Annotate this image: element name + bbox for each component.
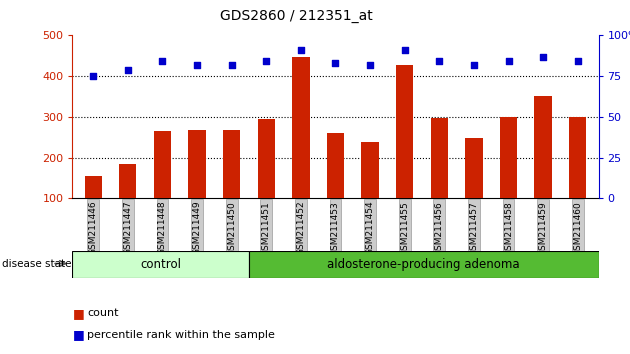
Point — [538, 54, 548, 59]
Point — [158, 59, 168, 64]
Point — [469, 62, 479, 68]
Bar — [396, 65, 413, 198]
Text: GSM211459: GSM211459 — [539, 201, 547, 256]
Text: disease state: disease state — [2, 259, 71, 269]
Bar — [154, 131, 171, 198]
Point — [123, 67, 133, 73]
Text: GSM211455: GSM211455 — [400, 201, 410, 256]
Point — [330, 60, 340, 66]
Point — [261, 59, 272, 64]
Point — [227, 62, 237, 68]
Bar — [258, 119, 275, 198]
Text: control: control — [140, 258, 181, 271]
Point — [296, 47, 306, 53]
Text: GDS2860 / 212351_at: GDS2860 / 212351_at — [220, 9, 372, 23]
Bar — [569, 117, 587, 198]
Text: GSM211446: GSM211446 — [89, 201, 98, 256]
Point — [573, 59, 583, 64]
Text: GSM211449: GSM211449 — [193, 201, 202, 256]
Text: percentile rank within the sample: percentile rank within the sample — [87, 330, 275, 339]
Bar — [249, 251, 598, 278]
Text: aldosterone-producing adenoma: aldosterone-producing adenoma — [328, 258, 520, 271]
Point — [88, 73, 98, 79]
Point — [192, 62, 202, 68]
Text: GSM211451: GSM211451 — [261, 201, 271, 256]
Text: GSM211448: GSM211448 — [158, 201, 167, 256]
Bar — [72, 251, 249, 278]
Bar — [292, 57, 309, 198]
Text: count: count — [87, 308, 118, 318]
Text: GSM211456: GSM211456 — [435, 201, 444, 256]
Bar — [84, 176, 102, 198]
Text: GSM211454: GSM211454 — [365, 201, 375, 256]
Text: ■: ■ — [72, 307, 84, 320]
Text: GSM211458: GSM211458 — [504, 201, 513, 256]
Bar — [466, 138, 483, 198]
Bar — [223, 130, 240, 198]
Bar — [534, 96, 552, 198]
Point — [434, 59, 444, 64]
Bar — [362, 142, 379, 198]
Text: GSM211457: GSM211457 — [469, 201, 478, 256]
Text: GSM211460: GSM211460 — [573, 201, 582, 256]
Bar — [119, 165, 137, 198]
Bar — [431, 118, 448, 198]
Bar — [188, 130, 205, 198]
Text: GSM211453: GSM211453 — [331, 201, 340, 256]
Point — [503, 59, 513, 64]
Bar — [327, 133, 344, 198]
Point — [399, 47, 410, 53]
Text: ■: ■ — [72, 328, 84, 341]
Text: GSM211450: GSM211450 — [227, 201, 236, 256]
Point — [365, 62, 375, 68]
Text: GSM211452: GSM211452 — [296, 201, 306, 256]
Bar — [500, 117, 517, 198]
Text: GSM211447: GSM211447 — [123, 201, 132, 256]
